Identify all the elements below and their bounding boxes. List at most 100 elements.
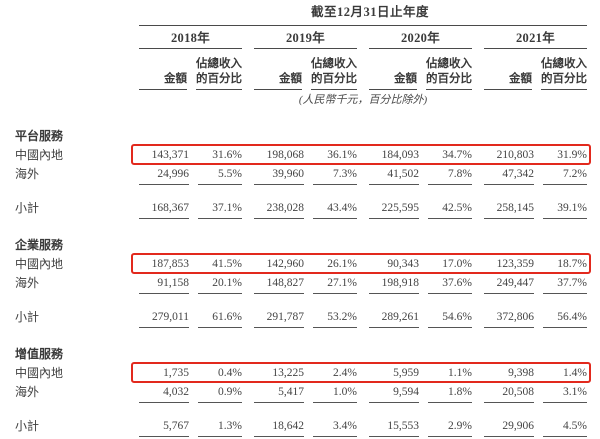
row-label: 海外: [15, 167, 40, 181]
pct-value: 53.2%: [313, 308, 357, 328]
pct-value: 7.8%: [428, 165, 472, 185]
pct-header-line2: 的百分比: [196, 73, 242, 85]
amount-value: 24,996: [139, 165, 189, 185]
section-name: 增值服務: [15, 347, 64, 361]
value-group: 90,343 17.0%: [357, 255, 472, 274]
value-group: 143,371 31.6%: [127, 146, 242, 165]
pct-value: 37.7%: [543, 274, 587, 294]
pct-value: 42.5%: [428, 199, 472, 219]
pct-value: 31.9%: [557, 149, 587, 161]
pct-value: 7.3%: [313, 165, 357, 185]
value-group: 47,342 7.2%: [472, 165, 587, 185]
value-group: 187,853 41.5%: [127, 255, 242, 274]
pct-header-line2: 的百分比: [541, 73, 587, 85]
value-group: 142,960 26.1%: [242, 255, 357, 274]
pct-value: 5.5%: [198, 165, 242, 185]
value-group: 289,261 54.6%: [357, 308, 472, 328]
value-group: 238,028 43.4%: [242, 199, 357, 219]
pct-value: 61.6%: [198, 308, 242, 328]
row-label: 小計: [15, 201, 40, 215]
amount-value: 9,594: [369, 383, 419, 403]
table-section: 增值服務 中國內地 1,735 0.4% 13,225 2.4% 5,959 1.1% 9,39…: [0, 345, 600, 437]
amount-value: 289,261: [369, 308, 419, 328]
table-row: 海外 24,996 5.5% 39,960 7.3% 41,502 7.8% 47,342 7.…: [0, 165, 600, 185]
amount-value: 184,093: [381, 149, 419, 161]
pct-column-header: 佔總收入 的百分比: [541, 57, 587, 90]
amount-column-header: 金額: [484, 72, 532, 90]
table-row: 海外 91,158 20.1% 148,827 27.1% 198,918 37.6% 249…: [0, 274, 600, 294]
column-headers-group-4: 金額 佔總收入 的百分比: [472, 49, 587, 90]
value-group: 225,595 42.5%: [357, 199, 472, 219]
pct-column-header: 佔總收入 的百分比: [311, 57, 357, 90]
value-group: 123,359 18.7%: [472, 255, 587, 274]
year-header-row: 2018年 2019年 2020年 2021年: [0, 26, 600, 49]
value-group: 210,803 31.9%: [472, 146, 587, 165]
value-group: 5,959 1.1%: [357, 364, 472, 383]
pct-value: 41.5%: [212, 258, 242, 270]
pct-value: 54.6%: [428, 308, 472, 328]
value-group: 198,068 36.1%: [242, 146, 357, 165]
table-row: 小計 279,011 61.6% 291,787 53.2% 289,261 54.6% 37…: [0, 308, 600, 328]
section-name: 平台服務: [15, 129, 64, 143]
pct-header-line1: 佔總收入: [196, 58, 242, 70]
pct-column-header: 佔總收入 的百分比: [426, 57, 472, 90]
pct-value: 3.4%: [313, 417, 357, 437]
label-column-spacer: [15, 49, 127, 90]
table-row-highlighted: 中國內地 1,735 0.4% 13,225 2.4% 5,959 1.1% 9,398 1.4…: [0, 362, 600, 383]
amount-value: 143,371: [151, 149, 189, 161]
value-group: 184,093 34.7%: [357, 146, 472, 165]
amount-value: 20,508: [484, 383, 534, 403]
table-row-highlighted: 中國內地 143,371 31.6% 198,068 36.1% 184,093 34.7%…: [0, 144, 600, 165]
value-group: 198,918 37.6%: [357, 274, 472, 294]
row-label: 中國內地: [15, 148, 64, 162]
financial-table: 截至12月31日止年度 2018年 2019年 2020年 2021年 金額 佔總收入的…: [0, 4, 600, 437]
amount-value: 225,595: [369, 199, 419, 219]
table-top-rule: [139, 25, 587, 26]
amount-value: 198,918: [369, 274, 419, 294]
value-group: 91,158 20.1%: [127, 274, 242, 294]
amount-value: 29,906: [484, 417, 534, 437]
pct-value: 56.4%: [543, 308, 587, 328]
value-group: 24,996 5.5%: [127, 165, 242, 185]
value-group: 15,553 2.9%: [357, 417, 472, 437]
value-group: 29,906 4.5%: [472, 417, 587, 437]
value-group: 41,502 7.8%: [357, 165, 472, 185]
value-group: 18,642 3.4%: [242, 417, 357, 437]
amount-value: 41,502: [369, 165, 419, 185]
value-group: 5,767 1.3%: [127, 417, 242, 437]
row-label: 中國內地: [15, 257, 64, 271]
row-label: 海外: [15, 385, 40, 399]
amount-value: 238,028: [254, 199, 304, 219]
amount-value: 148,827: [254, 274, 304, 294]
table-title: 截至12月31日止年度: [310, 5, 429, 19]
pct-value: 18.7%: [557, 258, 587, 270]
amount-value: 9,398: [508, 367, 534, 379]
amount-value: 1,735: [163, 367, 189, 379]
value-group: 4,032 0.9%: [127, 383, 242, 403]
row-label: 小計: [15, 310, 40, 324]
value-group: 291,787 53.2%: [242, 308, 357, 328]
amount-value: 168,367: [139, 199, 189, 219]
year-group-3: 2020年: [357, 26, 472, 49]
pct-value: 7.2%: [543, 165, 587, 185]
amount-column-header: 金額: [139, 72, 187, 90]
column-headers-group-1: 金額 佔總收入的百分比: [127, 49, 242, 90]
amount-value: 123,359: [496, 258, 534, 270]
pct-value: 1.3%: [198, 417, 242, 437]
table-section: 平台服務 中國內地 143,371 31.6% 198,068 36.1% 184,093 3…: [0, 127, 600, 219]
pct-value: 1.0%: [313, 383, 357, 403]
value-group: 148,827 27.1%: [242, 274, 357, 294]
value-group: 9,594 1.8%: [357, 383, 472, 403]
value-group: 1,735 0.4%: [127, 364, 242, 383]
table-section: 企業服務中國內地 187,853 41.5% 142,960 26.1% 90,343 17…: [0, 236, 600, 328]
section-name: 企業服務: [15, 238, 64, 252]
amount-value: 91,158: [139, 274, 189, 294]
year-group-1: 2018年: [127, 26, 242, 49]
table-row: 小計 5,767 1.3% 18,642 3.4% 15,553 2.9% 29,906 4.5…: [0, 417, 600, 437]
amount-value: 5,767: [139, 417, 189, 437]
year-group-2: 2019年: [242, 26, 357, 49]
pct-value: 27.1%: [313, 274, 357, 294]
amount-value: 4,032: [139, 383, 189, 403]
row-label: 小計: [15, 419, 40, 433]
table-body: 平台服務 中國內地 143,371 31.6% 198,068 36.1% 184,093 3…: [0, 127, 600, 437]
